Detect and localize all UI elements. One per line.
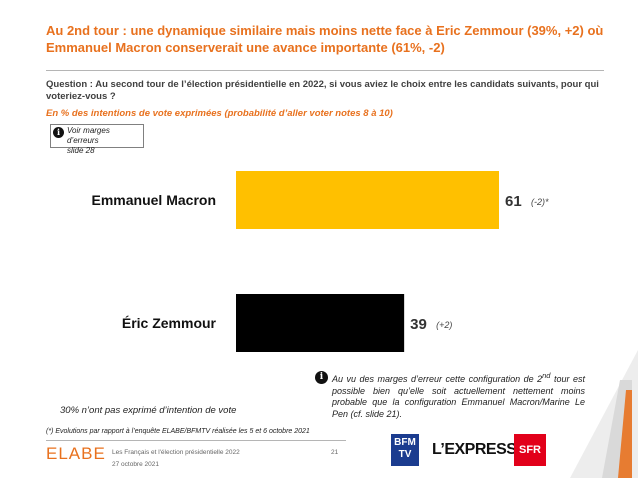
base-description: En % des intentions de vote exprimées (p… <box>46 108 393 119</box>
elabe-logo: ELABE <box>46 444 106 463</box>
survey-question: Question : Au second tour de l’élection … <box>46 79 599 102</box>
margins-note-line2: slide 28 <box>67 146 95 155</box>
footer-divider <box>46 440 346 441</box>
note-superscript: nd <box>542 371 551 380</box>
evolution-label: (-2)* <box>531 197 549 207</box>
footer-date: 27 octobre 2021 <box>112 461 159 468</box>
sfr-logo: SFR <box>514 434 546 466</box>
value-label: 61 <box>505 193 522 210</box>
title-divider <box>46 70 604 71</box>
bar-macron <box>236 171 499 229</box>
evolution-label: (+2) <box>436 320 452 330</box>
value-label: 39 <box>410 316 427 333</box>
note-text-start: Au vu des marges d’erreur cette configur… <box>332 374 543 384</box>
info-icon: i <box>315 371 328 384</box>
lexpress-logo: L’EXPRESS <box>432 441 517 458</box>
no-vote-note: 30% n’ont pas exprimé d’intention de vot… <box>60 405 237 416</box>
page-number: 21 <box>331 449 339 456</box>
margins-note-line1: Voir marges d’erreurs <box>67 126 110 145</box>
slide-title: Au 2nd tour : une dynamique similaire ma… <box>46 23 604 55</box>
error-margin-note: i Au vu des marges d’erreur cette config… <box>315 370 585 420</box>
decorative-triangle-icon <box>570 350 638 478</box>
bfm-logo-line1: BFM <box>394 437 416 448</box>
footer-study-name: Les Français et l'élection présidentiell… <box>112 449 240 456</box>
category-label: Éric Zemmour <box>122 315 217 331</box>
note-text-end: tour est possible bien qu’elle soit actu… <box>332 374 586 419</box>
bar-chart: Emmanuel Macron 61 (-2)* Éric Zemmour 39 (+2) <box>92 171 549 352</box>
margins-note-box: i Voir marges d’erreurs slide 28 <box>50 124 144 155</box>
note-text: Au vu des marges d’erreur cette configur… <box>332 370 585 420</box>
info-icon: i <box>53 127 64 138</box>
bfm-logo-line2: TV <box>398 449 412 460</box>
category-label: Emmanuel Macron <box>92 192 216 208</box>
footnote: (*) Evolutions par rapport à l’enquête E… <box>46 428 310 435</box>
bar-zemmour <box>236 294 405 352</box>
bfmtv-logo: BFM TV <box>391 434 419 466</box>
